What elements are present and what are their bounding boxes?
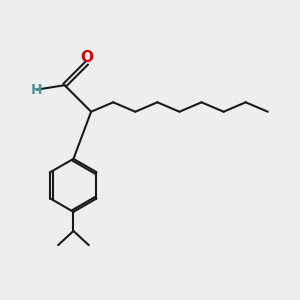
Text: O: O <box>80 50 93 65</box>
Text: H: H <box>31 82 43 97</box>
